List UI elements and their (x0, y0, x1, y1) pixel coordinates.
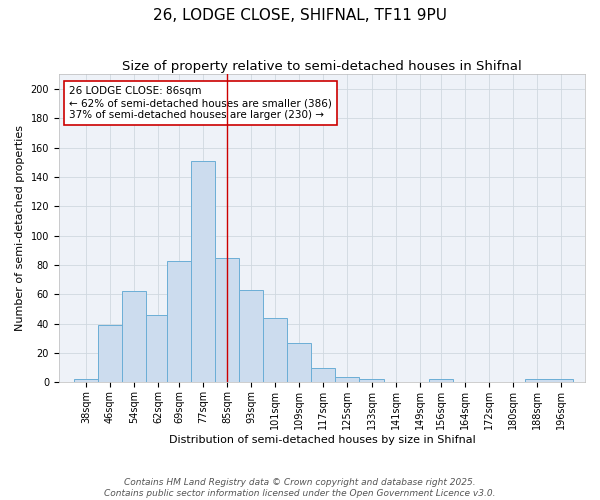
Bar (74, 380, 98, 382)
X-axis label: Distribution of semi-detached houses by size in Shifnal: Distribution of semi-detached houses by … (169, 435, 475, 445)
Bar (359, 380, 383, 382)
Bar (191, 161, 215, 382)
Bar (525, 380, 573, 382)
Text: 26, LODGE CLOSE, SHIFNAL, TF11 9PU: 26, LODGE CLOSE, SHIFNAL, TF11 9PU (153, 8, 447, 22)
Bar (311, 368, 335, 382)
Bar (239, 290, 263, 382)
Bar (98, 325, 122, 382)
Bar (428, 380, 452, 382)
Bar (146, 315, 167, 382)
Bar (335, 376, 359, 382)
Title: Size of property relative to semi-detached houses in Shifnal: Size of property relative to semi-detach… (122, 60, 522, 73)
Text: Contains HM Land Registry data © Crown copyright and database right 2025.
Contai: Contains HM Land Registry data © Crown c… (104, 478, 496, 498)
Bar (167, 260, 191, 382)
Bar (122, 292, 146, 382)
Y-axis label: Number of semi-detached properties: Number of semi-detached properties (15, 126, 25, 332)
Bar (215, 258, 239, 382)
Text: 26 LODGE CLOSE: 86sqm
← 62% of semi-detached houses are smaller (386)
37% of sem: 26 LODGE CLOSE: 86sqm ← 62% of semi-deta… (70, 86, 332, 120)
Bar (287, 343, 311, 382)
Bar (263, 318, 287, 382)
